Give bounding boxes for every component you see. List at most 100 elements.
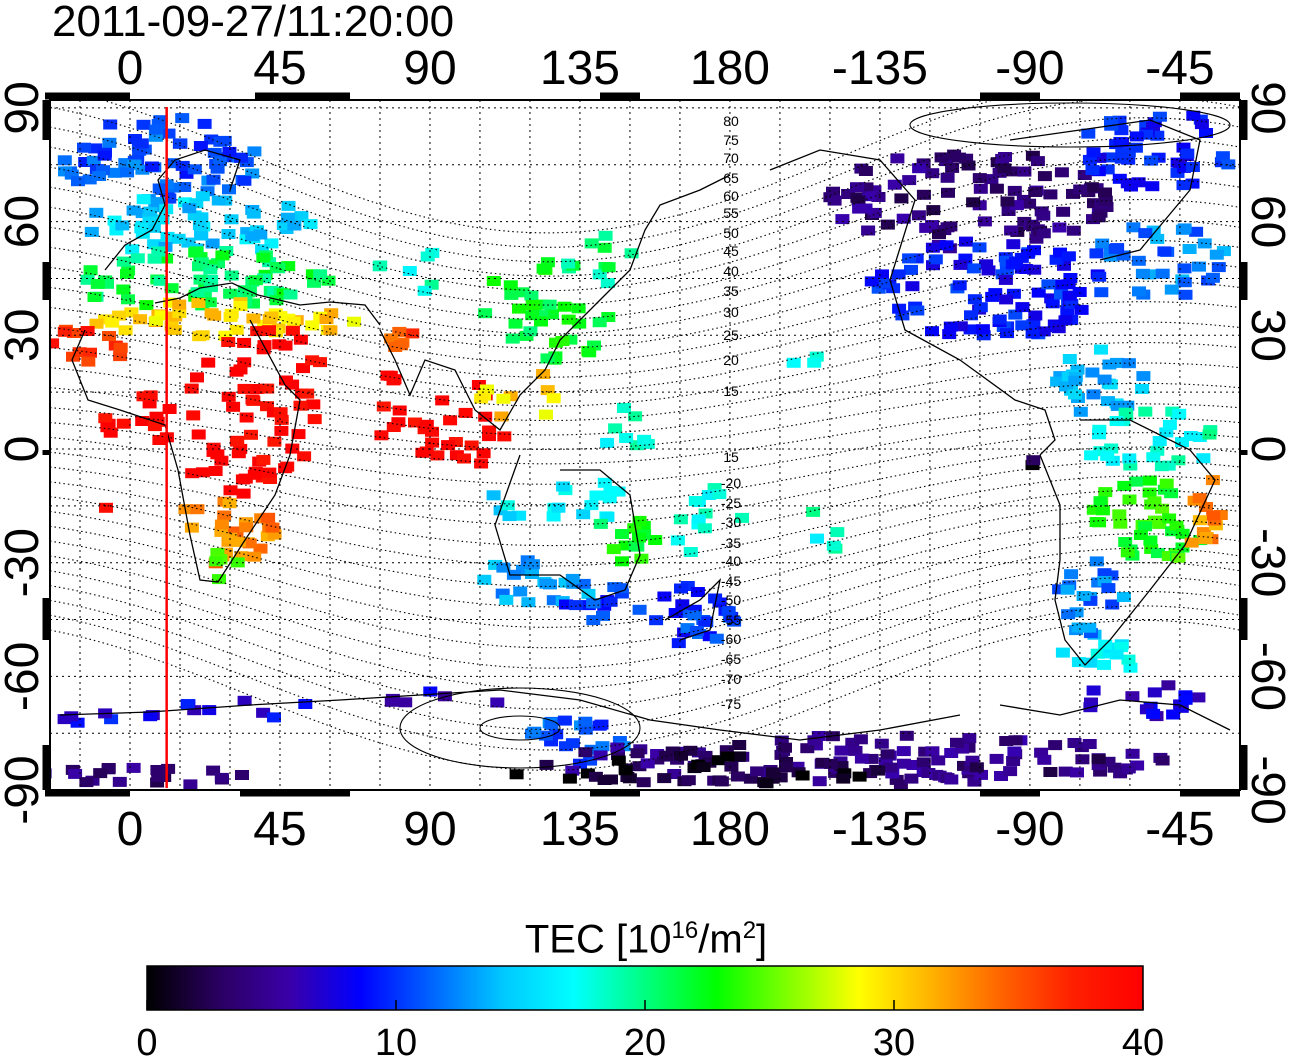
tec-cell	[246, 208, 261, 219]
tec-cell	[424, 279, 439, 290]
tec-cell	[610, 742, 625, 753]
tec-cell	[257, 340, 272, 351]
tec-cell	[273, 407, 288, 418]
coastline	[71, 319, 301, 583]
tec-cell	[246, 298, 260, 309]
tec-cell	[321, 275, 336, 286]
tec-cell	[581, 588, 596, 599]
tec-cell	[534, 316, 548, 327]
tec-cell	[208, 466, 223, 476]
tec-cell	[1009, 256, 1023, 267]
contour-label: -65	[721, 651, 741, 667]
longitude-tick-label: -90	[995, 803, 1064, 856]
tec-cell	[912, 163, 927, 174]
tec-cell	[1066, 225, 1081, 236]
tec-cell	[1061, 609, 1076, 620]
tec-cell	[671, 638, 686, 649]
tec-cell	[867, 207, 882, 218]
tec-cell	[885, 768, 900, 779]
tec-cell	[896, 213, 911, 224]
tec-cell	[185, 468, 200, 479]
tec-cell	[1216, 246, 1231, 257]
tec-cell	[503, 391, 518, 402]
tec-cell	[911, 210, 926, 221]
tec-cell	[113, 342, 128, 353]
contour-line	[399, 687, 641, 769]
contour-label: -20	[721, 475, 741, 491]
tec-cell	[415, 447, 430, 458]
tec-cell	[1110, 357, 1124, 368]
tec-cell	[189, 246, 204, 257]
tec-cell	[926, 205, 941, 216]
tec-cell	[850, 182, 864, 193]
tec-cell	[595, 741, 610, 752]
tec-cell	[269, 295, 284, 306]
tec-cell	[50, 338, 60, 349]
contour-label: -70	[721, 671, 741, 687]
tec-cell	[779, 757, 793, 767]
tec-cell	[976, 330, 991, 341]
latitude-tick-label: 90	[1241, 81, 1292, 134]
tec-cell	[862, 191, 877, 202]
tec-cell	[952, 152, 966, 163]
tec-cell	[281, 200, 296, 211]
tec-cell	[611, 750, 625, 760]
tec-cell	[283, 289, 298, 300]
tec-cell	[425, 426, 439, 437]
tec-cell	[1192, 493, 1207, 504]
tec-cell	[286, 316, 301, 327]
tec-cell	[147, 421, 162, 432]
tec-cell	[79, 777, 94, 788]
tec-cell	[276, 220, 291, 230]
latitude-tick-label: 0	[1241, 436, 1292, 463]
tec-cell	[217, 135, 232, 146]
tec-cell	[1092, 429, 1106, 440]
tec-cell	[974, 769, 988, 780]
tec-cell	[1034, 747, 1049, 758]
tec-cell	[206, 446, 221, 457]
tec-cell	[1053, 247, 1067, 258]
tec-cell	[1060, 584, 1075, 595]
tec-cell	[611, 755, 626, 766]
tec-cell	[984, 174, 999, 185]
tec-cell	[1061, 251, 1076, 262]
tec-cell	[1123, 460, 1138, 471]
contour-line	[50, 403, 1240, 465]
tec-cell	[392, 405, 407, 416]
tec-cell	[525, 569, 539, 579]
tec-cell	[1151, 152, 1166, 163]
tec-cell	[603, 485, 618, 496]
magnetic-latitude-contours	[50, 100, 1240, 771]
tec-cell	[92, 171, 107, 181]
tec-cell	[598, 230, 613, 241]
tec-cell	[867, 185, 882, 196]
contour-label: -45	[721, 573, 741, 589]
tec-cell	[698, 508, 713, 519]
tec-cell	[202, 705, 217, 716]
tec-cell	[1101, 756, 1116, 767]
tec-cell	[120, 268, 134, 279]
tec-cell	[90, 278, 105, 289]
tec-cell	[105, 317, 120, 328]
map-timestamp: 2011-09-27/11:20:00	[52, 0, 455, 46]
tec-cell	[405, 328, 420, 339]
tec-cell	[265, 522, 280, 533]
tec-cell	[1091, 212, 1106, 223]
tec-cell	[242, 538, 257, 549]
tec-cell	[214, 772, 229, 783]
tec-cell	[1028, 310, 1043, 321]
tec-cell	[602, 493, 617, 504]
tec-cell	[724, 611, 739, 622]
tec-cell	[245, 168, 260, 179]
tec-cell	[1058, 766, 1073, 777]
tec-cell	[1103, 251, 1118, 262]
tec-cell	[245, 231, 260, 242]
tec-cell	[121, 294, 135, 305]
tec-cell	[1006, 239, 1021, 250]
tec-cell	[262, 325, 276, 336]
tec-cell	[732, 740, 747, 750]
tec-cell	[1171, 552, 1186, 563]
tec-cell	[1150, 233, 1165, 244]
tec-cell	[118, 158, 133, 169]
tec-cell	[1114, 125, 1129, 136]
